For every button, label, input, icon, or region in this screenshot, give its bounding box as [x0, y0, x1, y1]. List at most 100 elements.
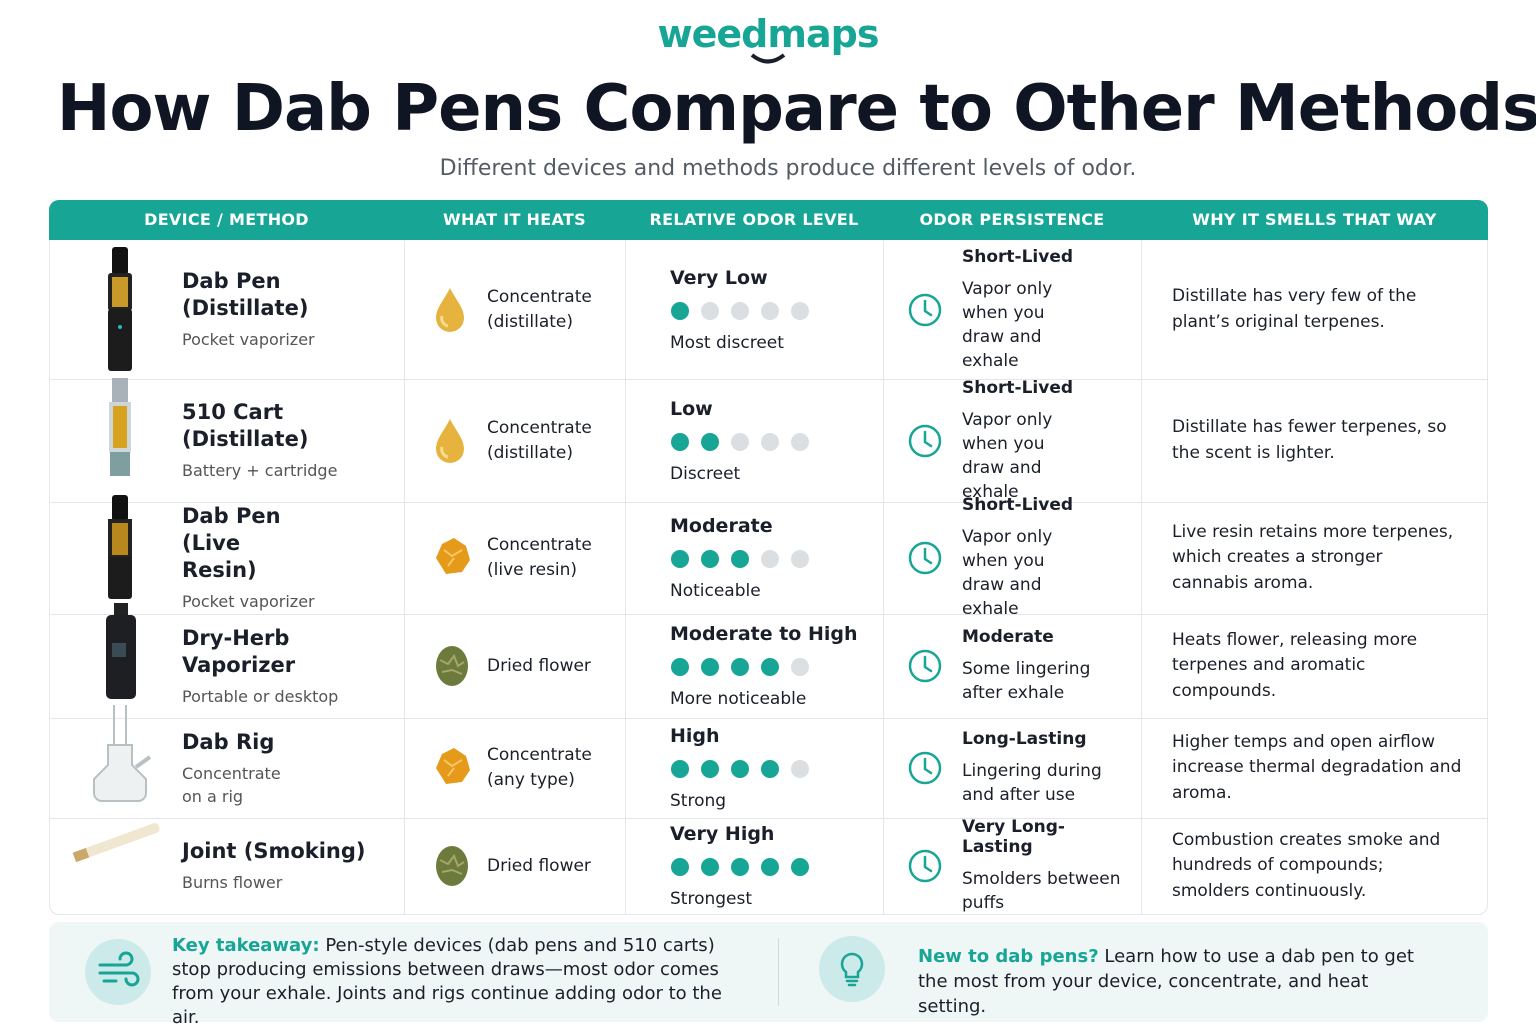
clock: [908, 424, 942, 457]
odor-dots: [671, 550, 809, 568]
odor-dot: [791, 301, 809, 320]
odor-dot: [761, 858, 779, 876]
persistence-note: Vapor only when you draw and exhale: [962, 527, 1053, 619]
column-header: RELATIVE ODOR LEVEL: [649, 210, 859, 229]
device-icon: [90, 240, 154, 379]
col-divider: [883, 818, 884, 914]
device-note: Burns flower: [182, 873, 283, 892]
takeaway-label: Key takeaway:: [172, 935, 320, 956]
odor-dots: [671, 858, 809, 876]
device-name: 510 Cart (Distillate): [182, 400, 309, 451]
new-label: New to dab pens?: [918, 946, 1099, 967]
odor-cell: Very Low Most discreet: [670, 240, 880, 379]
persistence-cell: Short-Lived Vapor only when you draw and …: [962, 240, 1132, 379]
heats: Concentrate (live resin): [487, 502, 607, 614]
persistence: Moderate: [962, 627, 1054, 647]
heats-text: Dried flower: [487, 655, 591, 676]
heats-text: Dried flower: [487, 855, 591, 876]
footer: Key takeaway: Pen-style devices (dab pen…: [49, 922, 1488, 1028]
persistence: Short-Lived: [962, 495, 1074, 515]
odor-dot: [761, 432, 779, 451]
device-note: Concentrate on a rig: [182, 763, 281, 806]
persistence-note: Lingering during and after use: [962, 761, 1102, 805]
why: Live resin retains more terpenes, which …: [1172, 502, 1462, 614]
odor-cell: High Strong: [670, 718, 880, 818]
odor-note: Most discreet: [670, 332, 784, 353]
odor-dot: [731, 658, 749, 676]
odor-dot: [791, 550, 809, 568]
heats: Concentrate (distillate): [487, 240, 607, 379]
device-image: [108, 246, 132, 371]
column-header: WHY IT SMELLS THAT WAY: [1192, 210, 1437, 229]
odor-level: Very High: [670, 823, 775, 845]
clock: [908, 649, 942, 683]
device-image: [72, 823, 160, 863]
col-divider: [883, 502, 884, 614]
heat-icon: [430, 818, 474, 914]
column-header: WHAT IT HEATS: [443, 210, 586, 229]
takeaway: Key takeaway: Pen-style devices (dab pen…: [172, 934, 752, 1030]
col-divider: [625, 718, 626, 818]
col-divider: [1141, 240, 1142, 379]
heat-icon: [430, 718, 474, 818]
odor-dot: [701, 432, 719, 451]
clock-icon: [907, 240, 943, 379]
odor-dot: [761, 760, 779, 778]
device-icon: [72, 818, 164, 914]
persistence: Long-Lasting: [962, 729, 1087, 749]
new-text: Learn how to use a dab pen to get the mo…: [918, 946, 1414, 1017]
odor-dots: [671, 658, 809, 676]
why-text: Higher temps and open airflow increase t…: [1172, 731, 1462, 803]
clock: [908, 541, 942, 575]
odor-dot: [791, 432, 809, 451]
clock: [908, 849, 942, 883]
heat-image: [436, 287, 464, 332]
odor-dots: [671, 432, 809, 451]
heat-image: [436, 748, 470, 784]
col-divider: [625, 240, 626, 379]
odor-dots: [671, 301, 809, 320]
why-text: Combustion creates smoke and hundreds of…: [1172, 829, 1441, 901]
odor-dot: [701, 301, 719, 320]
device-name: Dab Pen (Distillate): [182, 269, 309, 320]
persistence: Very Long-Lasting: [962, 817, 1065, 857]
col-divider: [404, 718, 405, 818]
odor-dot: [671, 550, 689, 568]
odor-level: High: [670, 725, 720, 747]
takeaway-text: Pen-style devices (dab pens and 510 cart…: [172, 935, 722, 1028]
heats-text: Concentrate (live resin): [487, 535, 592, 580]
col-divider: [883, 614, 884, 718]
odor-note: Noticeable: [670, 581, 761, 601]
odor-dot: [731, 432, 749, 451]
odor-level: Very Low: [670, 266, 768, 289]
column-header: DEVICE / METHOD: [144, 210, 309, 229]
col-divider: [404, 614, 405, 718]
device-cell: Dab Pen (Distillate) Pocket vaporizer: [182, 240, 382, 379]
persistence-note: Smolders between puffs: [962, 869, 1121, 913]
col-divider: [883, 240, 884, 379]
odor-dot: [701, 858, 719, 876]
why: Higher temps and open airflow increase t…: [1172, 718, 1462, 818]
row-divider: [50, 718, 1487, 719]
odor-dot: [761, 658, 779, 676]
heat-icon: [430, 502, 474, 614]
heat-image: [436, 538, 470, 574]
col-divider: [404, 502, 405, 614]
col-divider: [625, 379, 626, 502]
why: Distillate has fewer terpenes, so the sc…: [1172, 379, 1462, 502]
row-divider: [50, 818, 1487, 819]
persistence: Short-Lived: [962, 246, 1074, 267]
clock-icon: [907, 502, 943, 614]
col-divider: [404, 379, 405, 502]
title: How Dab Pens Compare to Other Methods: [56, 72, 1536, 146]
odor-dot: [731, 301, 749, 320]
odor-cell: Low Discreet: [670, 379, 880, 502]
device-image: [108, 495, 132, 599]
row-divider: [50, 502, 1487, 503]
odor-dot: [671, 858, 689, 876]
new-to-pens: New to dab pens? Learn how to use a dab …: [918, 944, 1438, 1019]
col-divider: [625, 614, 626, 718]
device-note: Pocket vaporizer: [182, 592, 315, 611]
why-text: Heats flower, releasing more terpenes an…: [1172, 629, 1418, 701]
col-divider: [1141, 502, 1142, 614]
